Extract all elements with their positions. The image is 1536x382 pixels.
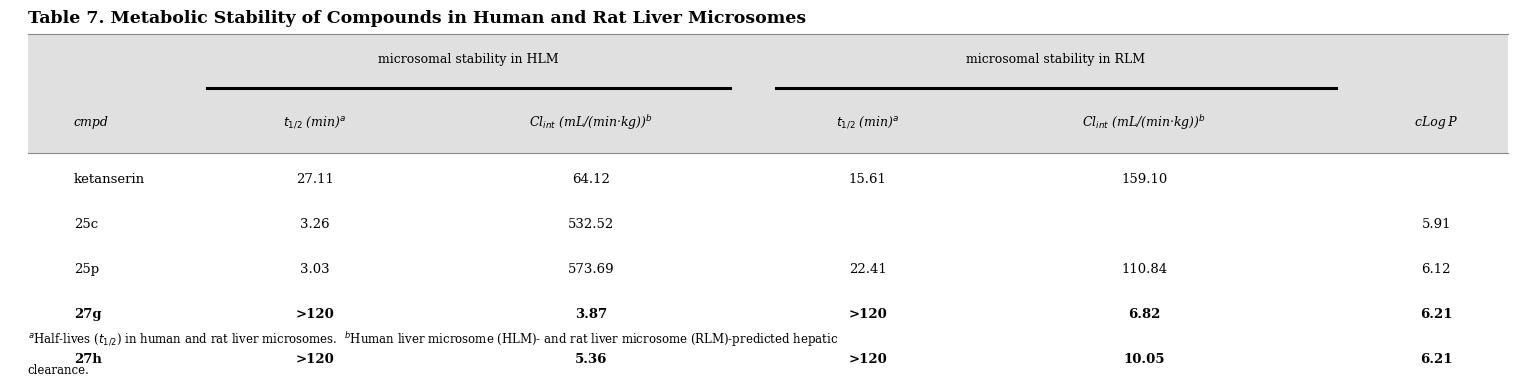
Text: clearance.: clearance. [28, 364, 89, 377]
Text: 10.05: 10.05 [1123, 353, 1166, 366]
Text: 3.26: 3.26 [300, 218, 330, 231]
Text: microsomal stability in HLM: microsomal stability in HLM [378, 53, 559, 66]
Text: 6.12: 6.12 [1421, 263, 1452, 276]
Text: Table 7. Metabolic Stability of Compounds in Human and Rat Liver Microsomes: Table 7. Metabolic Stability of Compound… [28, 10, 806, 27]
Text: 3.87: 3.87 [576, 308, 607, 321]
Text: 532.52: 532.52 [568, 218, 614, 231]
Text: ketanserin: ketanserin [74, 173, 144, 186]
Text: >120: >120 [848, 308, 888, 321]
Text: $t_{1/2}$ (min)$^{a}$: $t_{1/2}$ (min)$^{a}$ [836, 114, 900, 130]
Text: 15.61: 15.61 [849, 173, 886, 186]
Text: 6.21: 6.21 [1419, 353, 1453, 366]
Text: 27h: 27h [74, 353, 101, 366]
Text: $^{a}$Half-lives ($t_{1/2}$) in human and rat liver microsomes.  $^{b}$Human liv: $^{a}$Half-lives ($t_{1/2}$) in human an… [28, 331, 839, 349]
Text: 27.11: 27.11 [296, 173, 333, 186]
Text: 5.36: 5.36 [574, 353, 608, 366]
Text: 27g: 27g [74, 308, 101, 321]
Text: 110.84: 110.84 [1121, 263, 1167, 276]
Text: 5.91: 5.91 [1421, 218, 1452, 231]
Text: 6.21: 6.21 [1419, 308, 1453, 321]
Text: >120: >120 [848, 353, 888, 366]
Text: 159.10: 159.10 [1121, 173, 1167, 186]
Text: microsomal stability in RLM: microsomal stability in RLM [966, 53, 1144, 66]
Text: >120: >120 [295, 353, 335, 366]
Text: 64.12: 64.12 [573, 173, 610, 186]
Text: $t_{1/2}$ (min)$^{a}$: $t_{1/2}$ (min)$^{a}$ [283, 114, 347, 130]
Text: 573.69: 573.69 [568, 263, 614, 276]
Text: >120: >120 [295, 308, 335, 321]
Text: 25p: 25p [74, 263, 98, 276]
Text: cmpd: cmpd [74, 116, 109, 129]
Text: 25c: 25c [74, 218, 98, 231]
Text: Cl$_{\mathit{int}}$ (mL/(min$\cdot$kg))$^{b}$: Cl$_{\mathit{int}}$ (mL/(min$\cdot$kg))$… [1083, 113, 1206, 132]
Text: 3.03: 3.03 [300, 263, 330, 276]
Text: 22.41: 22.41 [849, 263, 886, 276]
Bar [28, 34, 1508, 153]
Text: Cl$_{\mathit{int}}$ (mL/(min$\cdot$kg))$^{b}$: Cl$_{\mathit{int}}$ (mL/(min$\cdot$kg))$… [530, 113, 653, 132]
Text: cLog P: cLog P [1415, 116, 1458, 129]
Text: 6.82: 6.82 [1127, 308, 1161, 321]
